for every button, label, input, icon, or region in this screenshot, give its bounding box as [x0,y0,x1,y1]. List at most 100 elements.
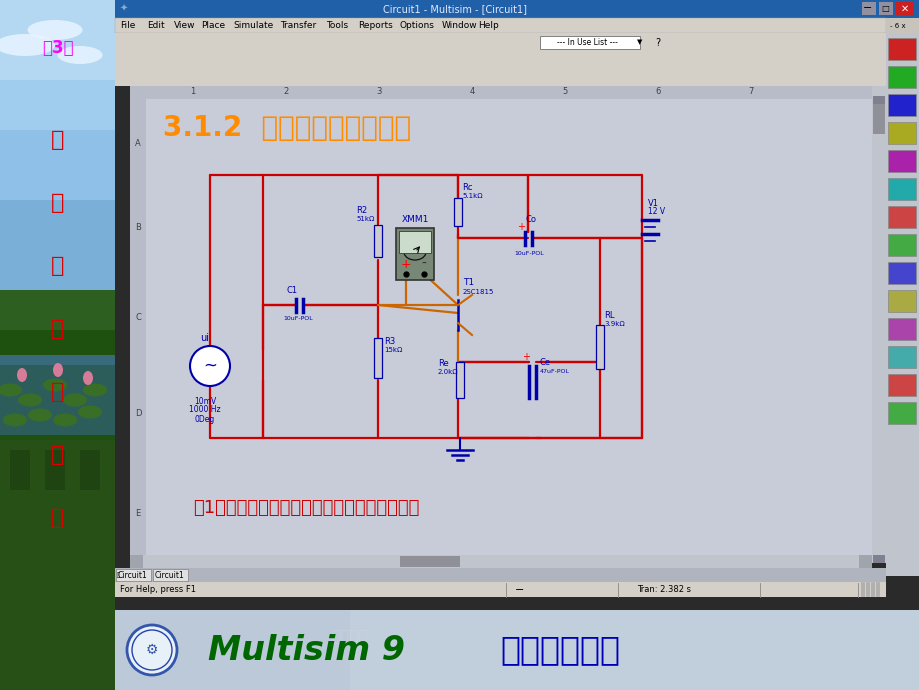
Text: 7: 7 [747,88,753,97]
Text: R3: R3 [383,337,395,346]
Ellipse shape [57,46,102,64]
Bar [374,225,381,257]
Text: □: □ [880,4,888,13]
Circle shape [190,346,230,386]
Text: +: + [401,257,411,270]
Bar [0,290,115,690]
Ellipse shape [3,413,27,426]
Text: 5: 5 [562,88,567,97]
Bar [153,569,187,581]
Ellipse shape [17,368,27,382]
Bar [130,86,885,563]
Bar [887,234,915,256]
Text: Reports: Reports [358,21,392,30]
Text: 4: 4 [469,88,474,97]
Text: 0Deg: 0Deg [195,415,215,424]
Bar [130,555,142,568]
Bar [349,610,919,690]
Bar [80,450,100,490]
Text: ~: ~ [203,357,217,375]
Text: - 6 x: - 6 x [889,23,904,28]
Text: 47uF-POL: 47uF-POL [539,369,570,374]
Bar [115,610,919,690]
Text: Circuit1: Circuit1 [155,571,185,580]
Text: Re: Re [437,359,448,368]
Ellipse shape [18,393,42,406]
Bar [374,338,381,378]
Text: A: A [135,139,141,148]
Text: 3.9kΩ: 3.9kΩ [604,321,624,327]
Text: ui: ui [200,333,210,343]
Text: D: D [134,408,142,417]
Text: 10uF-POL: 10uF-POL [283,316,312,321]
Bar [885,33,919,576]
Bar [872,555,884,563]
Text: Multisim 9: Multisim 9 [208,633,404,667]
Text: 虚: 虚 [51,130,64,150]
Bar [885,18,919,32]
Bar [400,556,460,567]
Ellipse shape [62,393,87,406]
Bar [115,610,919,690]
Text: 电路设计入门: 电路设计入门 [499,633,619,667]
Text: Transfer: Transfer [279,21,316,30]
Text: 使: 使 [51,445,64,465]
Ellipse shape [28,408,52,422]
Text: Edit: Edit [147,21,165,30]
Bar [115,0,919,18]
Text: Place: Place [201,21,225,30]
Ellipse shape [53,363,62,377]
Text: 2SC1815: 2SC1815 [462,289,494,295]
Text: 10mV: 10mV [194,397,216,406]
Text: +: + [516,222,525,232]
Text: C: C [135,313,141,322]
Text: 6: 6 [654,88,660,97]
Bar [116,569,151,581]
Ellipse shape [43,379,67,391]
Bar [887,402,915,424]
Bar [887,122,915,144]
Bar [861,2,875,15]
Text: （1）提取万用表图标，并接于被测节点之间。: （1）提取万用表图标，并接于被测节点之间。 [193,499,419,517]
Text: +: + [521,352,529,362]
Text: 宿迁科技: 宿迁科技 [332,629,368,644]
Text: 5.1kΩ: 5.1kΩ [461,193,482,199]
Text: B: B [135,224,141,233]
Bar [878,2,892,15]
Text: ✦: ✦ [119,4,128,14]
Bar [0,330,115,690]
Ellipse shape [78,406,102,419]
Text: View: View [175,21,196,30]
Text: 51kΩ: 51kΩ [356,216,374,222]
Bar [0,0,115,130]
Text: ⚙: ⚙ [145,643,158,657]
Bar [887,318,915,340]
Bar [887,290,915,312]
Text: -: - [421,257,426,271]
Text: 拟: 拟 [51,193,64,213]
Ellipse shape [53,413,77,426]
Text: V1: V1 [647,199,658,208]
Text: 15kΩ: 15kΩ [383,347,402,353]
Bar [0,0,115,80]
Text: 2: 2 [283,88,289,97]
Text: 的: 的 [51,382,64,402]
Text: E: E [135,509,141,518]
Text: 用: 用 [51,508,64,528]
Text: For Help, press F1: For Help, press F1 [119,585,196,594]
Ellipse shape [0,384,22,397]
Text: R2: R2 [356,206,367,215]
Ellipse shape [28,20,83,40]
Ellipse shape [83,371,93,385]
Text: Circuit1: Circuit1 [118,571,148,580]
Text: Ce: Ce [539,358,550,367]
Text: Window: Window [441,21,477,30]
Bar [885,18,919,33]
Text: Simulate: Simulate [233,21,274,30]
Text: 3: 3 [376,88,381,97]
Text: Circuit1 - Multisim - [Circuit1]: Circuit1 - Multisim - [Circuit1] [382,4,527,14]
Bar [887,262,915,284]
Bar [887,178,915,200]
Text: 第3章: 第3章 [42,39,74,57]
Bar [0,440,115,690]
